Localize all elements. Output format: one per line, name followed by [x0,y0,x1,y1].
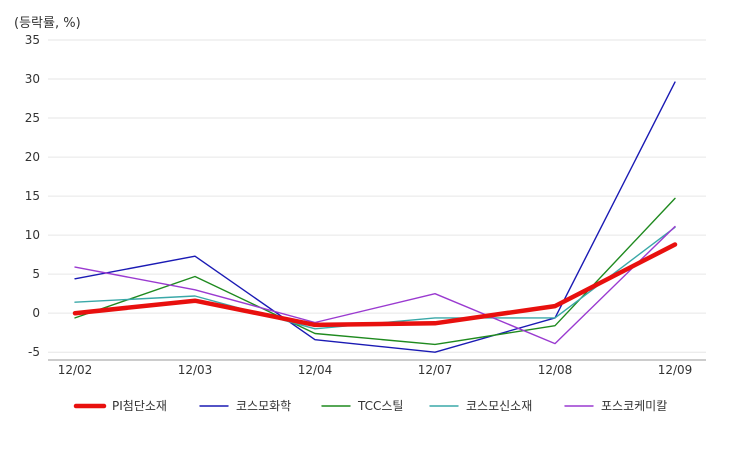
legend: PI첨단소재 코스모화학 TCC스틸 코스모신소재 포스코케미칼 [73,399,667,413]
y-tick-label: 30 [25,72,40,86]
x-tick-label: 12/04 [298,363,333,377]
series-line-5 [74,225,676,345]
series-line-1 [72,242,678,328]
legend-label: 코스모화학 [236,399,291,413]
y-tick-label: 35 [25,33,40,47]
legend-label: PI첨단소재 [112,399,167,413]
legend-label: 포스코케미칼 [601,399,667,413]
legend-item: TCC스틸 [321,399,403,413]
x-tick-label: 12/02 [58,363,93,377]
y-tick-label: 15 [25,189,40,203]
legend-label: TCC스틸 [357,399,403,413]
series-line-3 [74,197,676,346]
legend-item: 코스모화학 [199,399,291,413]
x-tick-label: 12/03 [178,363,213,377]
y-tick-label: 5 [32,267,40,281]
y-axis-unit-label: (등락률, %) [14,16,81,31]
axes: 35 30 25 20 15 10 5 0 -5 12/02 12/03 12/04 12/07 12/0… [25,33,706,377]
legend-item: PI첨단소재 [73,399,167,413]
y-tick-label: 0 [32,306,40,320]
series-line-2 [74,81,676,353]
x-tick-label: 12/08 [538,363,573,377]
legend-item: 코스모신소재 [429,399,532,413]
y-tick-label: -5 [28,345,40,359]
legend-item: 포스코케미칼 [564,399,667,413]
series-lines [72,81,678,353]
y-tick-label: 20 [25,150,40,164]
y-tick-label: 25 [25,111,40,125]
x-tick-label: 12/09 [658,363,693,377]
legend-label: 코스모신소재 [466,399,532,413]
y-tick-label: 10 [25,228,40,242]
gridlines [48,39,706,353]
x-tick-label: 12/07 [418,363,453,377]
